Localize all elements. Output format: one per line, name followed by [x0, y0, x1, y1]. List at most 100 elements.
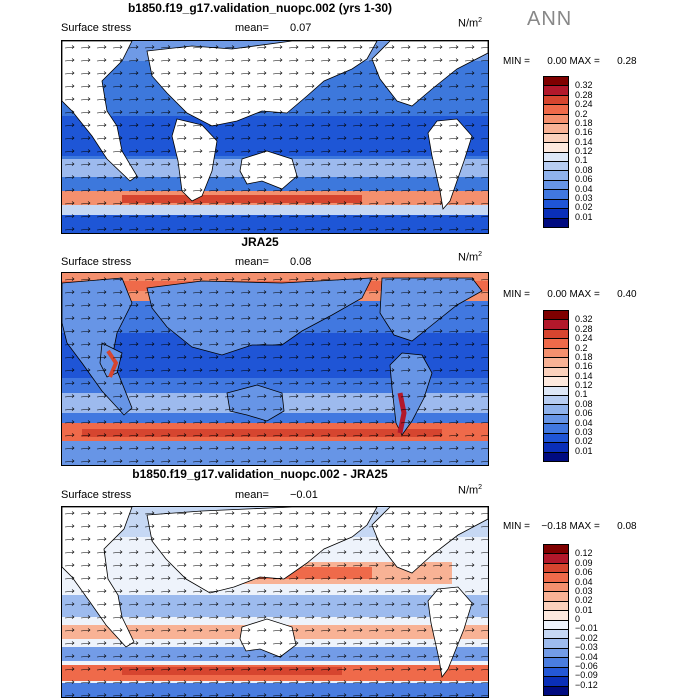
panel-2-colorbar-swatch — [544, 311, 568, 321]
panel-2-max-value: 0.40 — [617, 289, 637, 300]
colorbar-tick-label: 0.12 — [575, 548, 593, 559]
panel-3-colorbar-swatch — [544, 658, 568, 668]
panel-2-max-label: MAX = — [569, 289, 600, 300]
panel-2-colorbar-swatch — [544, 367, 568, 378]
panel-3-colorbar-swatch — [544, 639, 568, 649]
colorbar-tick-label: 0.01 — [575, 604, 593, 615]
panel-3-colorbar-swatch — [544, 554, 568, 564]
panel-1-colorbar — [543, 76, 569, 228]
panel-2-colorbar-swatch — [544, 395, 568, 406]
panel-3-title: b1850.f19_g17.validation_nuopc.002 - JRA… — [132, 467, 388, 481]
panel-2-colorbar-swatch — [544, 339, 568, 349]
panel-1-min-value: 0.00 — [547, 56, 567, 67]
colorbar-tick-label: 0.32 — [575, 80, 593, 91]
colorbar-tick-label: 0.24 — [575, 99, 593, 110]
colorbar-tick-label: 0.03 — [575, 585, 593, 596]
colorbar-tick-label: 0.08 — [575, 398, 593, 409]
colorbar-tick-label: 0.24 — [575, 333, 593, 344]
panel-3-units: N/m2 — [458, 484, 483, 497]
colorbar-tick-label: 0.18 — [575, 351, 593, 362]
panel-1-map — [61, 40, 489, 234]
panel-2-colorbar-swatch — [544, 405, 568, 415]
panel-1-min-label: MIN = — [503, 56, 530, 67]
panel-2-colorbar-swatch — [544, 452, 568, 461]
colorbar-tick-label: −0.04 — [575, 651, 598, 662]
panel-1-colorbar-swatch — [544, 114, 568, 125]
colorbar-tick-label: −0.06 — [575, 660, 598, 671]
panel-1-colorbar-swatch — [544, 152, 568, 162]
colorbar-tick-label: 0.02 — [575, 595, 593, 606]
panel-2-map — [61, 272, 489, 466]
colorbar-tick-label: 0.16 — [575, 127, 593, 138]
panel-3-colorbar-swatch — [544, 611, 568, 621]
panel-2-map-graphic — [62, 273, 488, 465]
panel-1-mean-label: mean= — [235, 22, 269, 34]
colorbar-tick-label: 0.04 — [575, 576, 593, 587]
panel-1-colorbar-swatch — [544, 171, 568, 181]
season-label: ANN — [527, 8, 573, 30]
panel-3-map — [61, 506, 489, 698]
panel-1-max-label: MAX = — [569, 56, 600, 67]
colorbar-tick-label: 0.02 — [575, 436, 593, 447]
colorbar-tick-label: 0.28 — [575, 89, 593, 100]
panel-2-min-value: 0.00 — [547, 289, 567, 300]
panel-3-colorbar-swatch — [544, 582, 568, 593]
colorbar-tick-label: 0.28 — [575, 323, 593, 334]
panel-1-colorbar-swatch — [544, 161, 568, 172]
colorbar-tick-label: 0.03 — [575, 192, 593, 203]
panel-1-colorbar-swatch — [544, 105, 568, 115]
panel-1-map-graphic — [62, 41, 488, 233]
panel-1-title: b1850.f19_g17.validation_nuopc.002 (yrs … — [127, 1, 393, 15]
panel-3-min-value: −0.18 — [541, 521, 567, 532]
colorbar-tick-label: 0.01 — [575, 211, 593, 222]
panel-2-colorbar-swatch — [544, 377, 568, 387]
panel-1-colorbar-swatch — [544, 95, 568, 106]
panel-1-colorbar-swatch — [544, 180, 568, 191]
colorbar-tick-label: 0.12 — [575, 380, 593, 390]
colorbar-tick-label: 0.1 — [575, 389, 588, 400]
panel-2-colorbar-swatch — [544, 433, 568, 444]
colorbar-tick-label: −0.03 — [575, 642, 598, 653]
colorbar-tick-label: 0.02 — [575, 202, 593, 213]
colorbar-tick-label: 0.04 — [575, 183, 593, 194]
panel-3-min-label: MIN = — [503, 521, 530, 532]
panel-1-max-value: 0.28 — [617, 56, 637, 67]
panel-3-colorbar-swatch — [544, 629, 568, 640]
panel-3-colorbar — [543, 544, 569, 696]
colorbar-tick-label: −0.09 — [575, 670, 598, 681]
panel-2-mean-label: mean= — [235, 256, 269, 268]
panel-3-colorbar-swatch — [544, 677, 568, 687]
panel-2-colorbar-swatch — [544, 424, 568, 434]
panel-3-field-label: Surface stress — [61, 489, 132, 501]
panel-1-field-label: Surface stress — [61, 22, 132, 34]
panel-2-colorbar — [543, 310, 569, 462]
panel-1-mean-value: 0.07 — [290, 22, 312, 34]
panel-3-map-graphic — [62, 507, 488, 697]
panel-3-max-label: MAX = — [569, 521, 600, 532]
panel-3-max-value: 0.08 — [617, 521, 637, 532]
panel-2-colorbar-swatch — [544, 443, 568, 453]
panel-3-colorbar-swatch — [544, 667, 568, 678]
colorbar-tick-label: 0.1 — [575, 155, 588, 166]
panel-2-units: N/m2 — [458, 251, 483, 264]
panel-1-colorbar-swatch — [544, 124, 568, 134]
panel-1-colorbar-swatch — [544, 143, 568, 153]
panel-3-colorbar-swatch — [544, 601, 568, 612]
panel-2-colorbar-swatch — [544, 348, 568, 359]
panel-3-colorbar-swatch — [544, 648, 568, 659]
colorbar-tick-label: 0.12 — [575, 146, 593, 156]
panel-3-mean-value: −0.01 — [290, 489, 318, 501]
panel-2-colorbar-swatch — [544, 386, 568, 396]
colorbar-tick-label: −0.01 — [575, 623, 598, 634]
panel-1-colorbar-swatch — [544, 209, 568, 219]
colorbar-tick-label: 0.06 — [575, 408, 593, 419]
colorbar-tick-label: 0.06 — [575, 567, 593, 578]
colorbar-tick-label: 0.04 — [575, 417, 593, 428]
panel-3-colorbar-swatch — [544, 686, 568, 695]
colorbar-tick-label: 0.06 — [575, 174, 593, 185]
colorbar-tick-label: 0.08 — [575, 164, 593, 175]
panel-1-colorbar-swatch — [544, 218, 568, 227]
panel-3-minmax: MIN = −0.18 MAX = 0.08 — [503, 521, 637, 532]
panel-2-colorbar-swatch — [544, 329, 568, 340]
colorbar-tick-label: 0.01 — [575, 445, 593, 456]
